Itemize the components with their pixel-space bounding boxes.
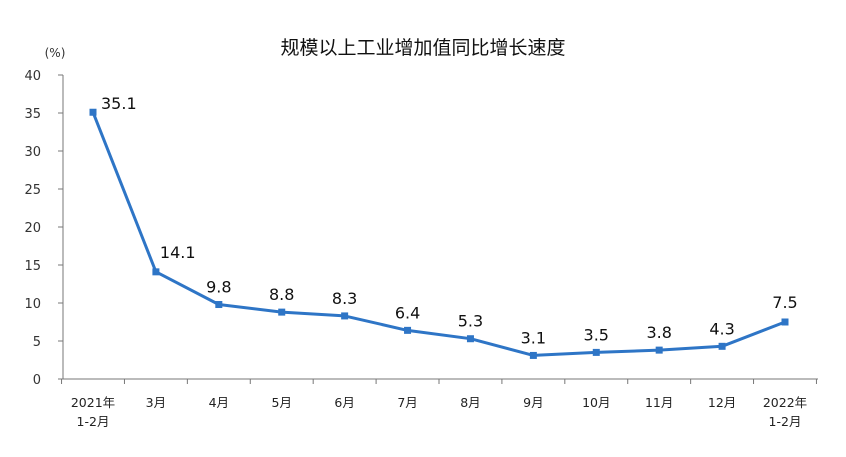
y-tick-label: 15 [24,259,41,274]
x-tick-label: 10月 [582,395,610,410]
data-point-marker [89,108,97,116]
y-ticks: 0 5 10 15 20 25 30 35 40 [24,69,63,388]
data-point-marker [592,348,600,356]
x-tick-label: 11月 [645,395,673,410]
data-label: 14.1 [160,243,196,262]
x-tick-label: 4月 [209,395,229,410]
data-label: 9.8 [206,278,231,297]
y-tick-label: 0 [33,373,41,388]
data-label: 3.5 [584,325,609,344]
data-label: 35.1 [101,94,137,113]
series-line [91,111,786,357]
x-tick-label: 12月 [708,395,736,410]
y-tick-label: 10 [24,297,41,312]
y-tick-label: 35 [24,107,41,122]
data-label: 4.3 [709,319,734,338]
chart-title: 规模以上工业增加值同比增长速度 [280,37,565,59]
x-tick-label: 3月 [146,395,166,410]
x-tick-label: 7月 [397,395,417,410]
data-point-marker [152,268,160,276]
data-label: 3.8 [646,323,671,342]
x-tick-label: 2022年 1-2月 [763,395,807,429]
data-point-marker [466,335,474,343]
data-point-marker [341,312,349,320]
y-tick-label: 5 [33,335,41,350]
y-tick-label: 20 [24,221,41,236]
data-label: 3.1 [521,328,546,347]
data-label: 8.8 [269,285,294,304]
data-markers [89,108,789,359]
data-point-marker [655,346,663,354]
data-point-marker [529,351,537,359]
data-point-marker [215,301,223,309]
data-label: 7.5 [772,293,797,312]
data-label: 8.3 [332,289,357,308]
data-point-marker [404,326,412,334]
x-tick-label: 8月 [460,395,480,410]
data-labels: 35.1 14.1 9.8 8.8 8.3 6.4 5.3 3.1 3.5 3.8 4.3 7.5 [101,94,798,347]
x-tick-label: 2021年 1-2月 [71,395,115,429]
data-point-marker [781,318,789,326]
y-tick-label: 25 [24,183,41,198]
data-point-marker [718,342,726,350]
x-ticks: 2021年 1-2月 3月 4月 5月 6月 7月 8月 9月 10月 11月 12月 2022年 1-2… [61,379,817,429]
data-label: 6.4 [395,303,420,322]
data-point-marker [278,308,286,316]
x-tick-label: 5月 [272,395,292,410]
x-tick-label: 6月 [334,395,354,410]
data-label: 5.3 [458,312,483,331]
y-unit-label: (%) [45,46,66,60]
x-tick-label: 9月 [523,395,543,410]
y-tick-label: 40 [24,69,41,84]
y-tick-label: 30 [24,145,41,160]
